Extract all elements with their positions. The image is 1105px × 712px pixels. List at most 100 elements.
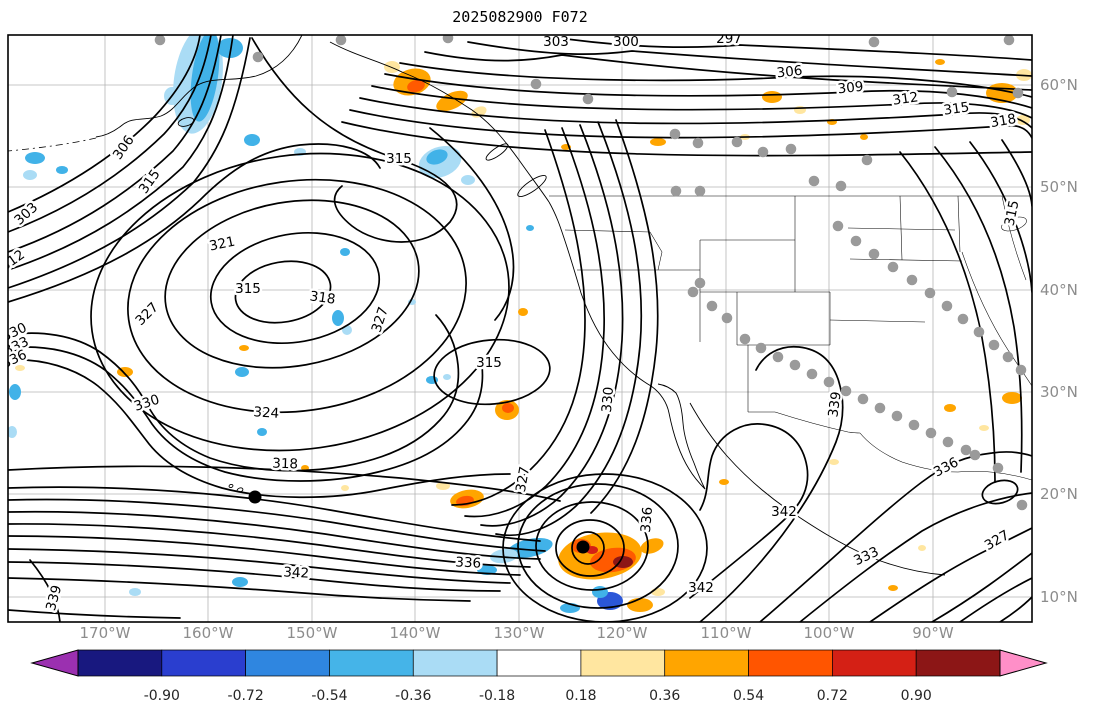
obs-dot <box>924 287 936 299</box>
anomaly-patch <box>918 545 926 551</box>
contour-label: 336 <box>638 506 656 533</box>
contour-line <box>8 510 541 560</box>
contour-line <box>571 531 605 565</box>
coastline <box>329 41 550 203</box>
anomaly-patch <box>341 485 349 491</box>
anomaly-patch <box>25 152 45 164</box>
obs-dot <box>906 274 918 286</box>
contour-label: 327 <box>513 465 533 493</box>
contour-label: 336 <box>931 454 961 480</box>
lat-tick-label: 50°N <box>1040 178 1078 196</box>
political-border <box>564 229 651 233</box>
contour-label: 318 <box>309 288 337 307</box>
obs-dot <box>1002 351 1014 363</box>
obs-dot <box>946 86 958 98</box>
contour-line <box>209 231 381 345</box>
colorbar-segment <box>161 649 246 677</box>
colorbar-segment <box>832 649 917 677</box>
obs-dot <box>850 235 862 247</box>
obs-dot <box>960 444 972 456</box>
obs-dot <box>868 248 880 260</box>
obs-dot <box>973 326 985 338</box>
colorbar-tick-label: -0.54 <box>311 688 347 704</box>
anomaly-patch <box>56 166 68 174</box>
contour-label: 312 <box>892 89 920 108</box>
anomaly-patch <box>23 170 37 180</box>
contour-line <box>251 37 458 243</box>
contour-line <box>8 548 511 584</box>
contour-line <box>341 121 1032 157</box>
contour-label: 327 <box>369 305 392 334</box>
obs-dot <box>988 339 1000 351</box>
anomaly-patch <box>627 598 653 612</box>
contour-label: 342 <box>688 580 714 596</box>
lat-tick-label: 40°N <box>1040 281 1078 299</box>
obs-dot <box>969 449 981 461</box>
anomaly-patch <box>129 588 141 596</box>
anomaly-patch <box>860 134 868 140</box>
colorbar-segment <box>412 649 498 677</box>
obs-dot <box>669 128 681 140</box>
obs-dot <box>874 402 886 414</box>
obs-dot <box>823 376 835 388</box>
contour-line <box>8 498 546 552</box>
anomaly-patch <box>979 425 989 431</box>
obs-dot <box>670 185 682 197</box>
map-frame <box>7 34 1033 623</box>
contour-line <box>8 465 561 502</box>
contour-label: 297 <box>716 31 742 47</box>
obs-dot <box>887 261 899 273</box>
contour-line <box>164 199 420 369</box>
lat-tick-label: 60°N <box>1040 76 1078 94</box>
colorbar-tick-label: -0.90 <box>144 688 180 704</box>
obs-dot <box>942 436 954 448</box>
contour-label: 330 <box>132 392 161 415</box>
colorbar-tick-label: 0.54 <box>733 688 764 704</box>
obs-dot <box>808 175 820 187</box>
contour-label: 315 <box>1002 199 1023 228</box>
obs-dot <box>442 35 454 44</box>
contour-label: 300 <box>613 34 639 50</box>
lat-tick-label: 30°N <box>1040 383 1078 401</box>
contour-label: 318 <box>989 111 1017 131</box>
contour-line <box>359 97 1032 129</box>
anomaly-patch <box>257 428 267 436</box>
anomaly-patch <box>217 38 243 58</box>
anomaly-patch <box>15 365 25 371</box>
coastline <box>95 35 303 138</box>
political-border <box>1001 195 1027 281</box>
contour-line <box>590 119 659 514</box>
contour-label: 315 <box>235 281 261 297</box>
anomaly-patch <box>332 310 344 326</box>
anomaly-patch <box>650 138 666 146</box>
colorbar-tick-label: -0.36 <box>395 688 431 704</box>
anomaly-patch <box>502 403 514 413</box>
anomaly-patch <box>443 374 451 380</box>
lon-tick-label: 110°W <box>701 624 752 642</box>
contour-line <box>467 41 1032 77</box>
contour-label: 315 <box>476 355 502 371</box>
obs-dot <box>772 351 784 363</box>
political-border <box>957 195 961 253</box>
anomaly-patch <box>8 426 17 438</box>
obs-dot <box>706 300 718 312</box>
anomaly-patch <box>592 586 608 598</box>
contour-line <box>959 577 1032 622</box>
contour-line <box>464 127 606 518</box>
anomaly-patch <box>518 308 528 316</box>
contour-line <box>371 85 1032 119</box>
lon-tick-label: 120°W <box>597 624 648 642</box>
coastline <box>650 383 706 490</box>
colorbar-tick-label: 0.18 <box>565 688 596 704</box>
obs-dot <box>757 146 769 158</box>
contour-label: 324 <box>253 404 280 422</box>
contour-label: 306 <box>776 63 803 82</box>
contour-label: 303 <box>543 34 569 50</box>
political-border <box>829 319 926 323</box>
obs-dot <box>832 220 844 232</box>
colorbar-tick-label: 0.90 <box>901 688 932 704</box>
lat-axis-labels: 60°N 50°N 40°N 30°N 20°N 10°N <box>1040 76 1078 606</box>
anomaly-patch <box>340 248 350 256</box>
contour-label: 333 <box>851 544 881 569</box>
